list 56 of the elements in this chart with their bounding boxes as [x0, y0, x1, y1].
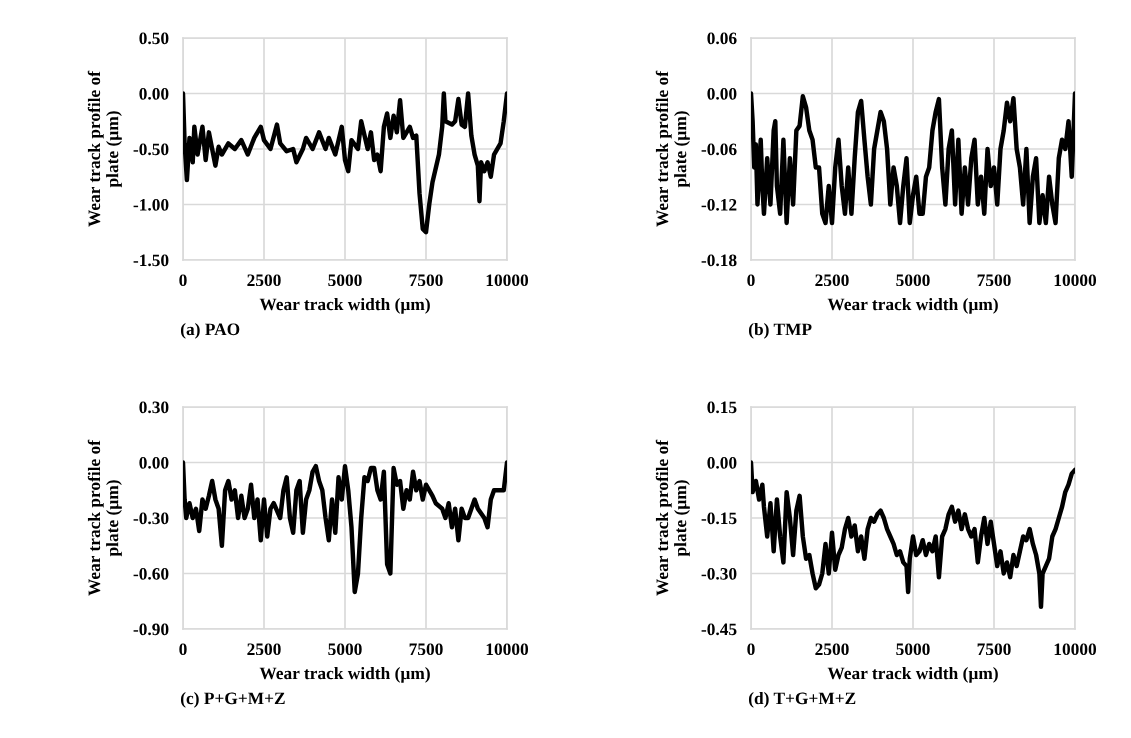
- x-tick-label: 10000: [486, 643, 529, 656]
- x-tick-label: 0: [179, 643, 187, 656]
- y-tick-label: -0.60: [133, 567, 169, 580]
- y-axis-title: Wear track profile of plate (µm): [87, 439, 122, 596]
- y-tick-label: -0.15: [701, 512, 737, 525]
- x-tick-label: 0: [747, 643, 755, 656]
- y-tick-label: 0.30: [139, 401, 169, 414]
- x-tick-label: 0: [747, 274, 755, 287]
- x-tick-label: 2500: [247, 274, 281, 287]
- y-tick-label: -0.90: [133, 623, 169, 636]
- x-tick-label: 7500: [409, 274, 443, 287]
- x-tick-label: 10000: [1054, 274, 1097, 287]
- y-tick-label: -0.30: [133, 512, 169, 525]
- x-tick-label: 5000: [896, 274, 930, 287]
- x-tick-label: 5000: [328, 274, 362, 287]
- y-tick-label: -0.45: [701, 623, 737, 636]
- text: (c) P+G+M+Z: [180, 691, 285, 708]
- y-tick-label: 0.50: [139, 32, 169, 45]
- y-tick-label: -1.50: [133, 254, 169, 267]
- y-tick-label: -1.00: [133, 198, 169, 211]
- x-axis-title: Wear track width (µm): [827, 666, 998, 683]
- x-axis-title: Wear track width (µm): [259, 297, 430, 314]
- x-tick-label: 2500: [247, 643, 281, 656]
- y-axis-title: Wear track profile of plate (µm): [87, 70, 122, 227]
- y-tick-label: -0.18: [701, 254, 737, 267]
- y-tick-label: 0.00: [139, 456, 169, 469]
- x-tick-label: 2500: [815, 274, 849, 287]
- y-axis-title: Wear track profile of plate (µm): [655, 70, 690, 227]
- x-tick-label: 5000: [896, 643, 930, 656]
- x-tick-label: 0: [179, 274, 187, 287]
- x-tick-label: 5000: [328, 643, 362, 656]
- line-series: [183, 91, 507, 235]
- y-tick-label: -0.12: [701, 198, 737, 211]
- y-tick-label: 0.00: [707, 87, 737, 100]
- x-tick-label: 10000: [486, 274, 529, 287]
- x-tick-label: 7500: [977, 643, 1011, 656]
- y-tick-label: 0.00: [139, 87, 169, 100]
- y-axis-title: Wear track profile of plate (µm): [655, 439, 690, 596]
- x-tick-label: 10000: [1054, 643, 1097, 656]
- y-tick-label: 0.00: [707, 456, 737, 469]
- text: (d) T+G+M+Z: [748, 691, 856, 708]
- text: (b) TMP: [748, 322, 812, 339]
- x-tick-label: 7500: [409, 643, 443, 656]
- x-axis-title: Wear track width (µm): [827, 297, 998, 314]
- line-series: [183, 460, 507, 595]
- x-tick-label: 7500: [977, 274, 1011, 287]
- text: (a) PAO: [180, 322, 240, 339]
- y-tick-label: -0.06: [701, 143, 737, 156]
- x-axis-title: Wear track width (µm): [259, 666, 430, 683]
- y-tick-label: -0.50: [133, 143, 169, 156]
- y-tick-label: 0.06: [707, 32, 737, 45]
- y-tick-label: -0.30: [701, 567, 737, 580]
- line-series: [751, 460, 1075, 610]
- line-series: [751, 91, 1075, 226]
- x-tick-label: 2500: [815, 643, 849, 656]
- y-tick-label: 0.15: [707, 401, 737, 414]
